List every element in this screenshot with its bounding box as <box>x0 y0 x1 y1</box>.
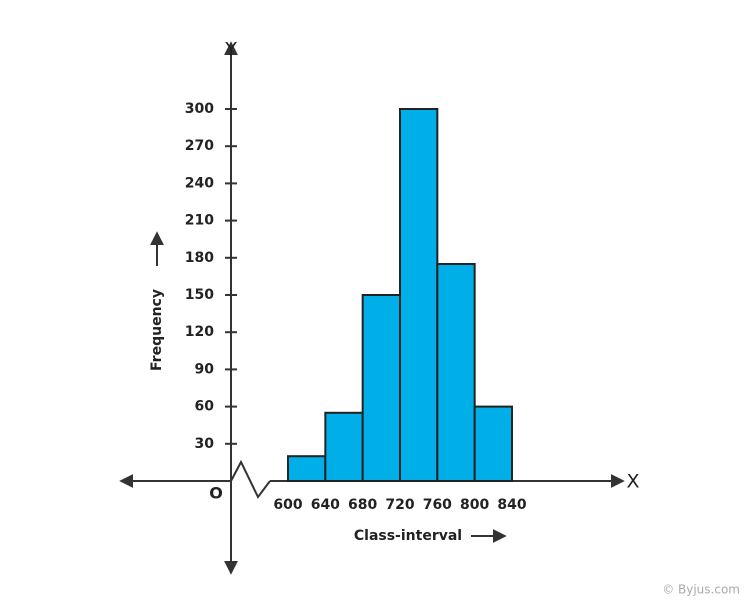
x-tick-label: 840 <box>497 497 526 513</box>
y-tick-label: 120 <box>185 324 214 340</box>
bar <box>287 455 327 483</box>
y-axis-name: Y <box>224 39 237 61</box>
y-tick-label: 30 <box>195 436 215 452</box>
bar <box>399 108 439 482</box>
x-tick-label: 680 <box>348 497 377 513</box>
bar <box>436 263 476 482</box>
axis-break <box>230 459 271 499</box>
y-tick-label: 180 <box>185 250 214 266</box>
y-tick-label: 240 <box>185 175 214 191</box>
y-tick-label: 60 <box>195 399 215 415</box>
y-tick-label: 150 <box>185 287 214 303</box>
bar <box>473 405 513 483</box>
x-tick-label: 800 <box>460 497 489 513</box>
y-tick-label: 300 <box>185 101 214 117</box>
x-axis-label: Class-interval <box>354 528 462 544</box>
watermark: © Byjus.com <box>662 583 740 597</box>
x-tick-label: 760 <box>423 497 452 513</box>
origin-label: O <box>209 484 223 503</box>
y-tick-label: 210 <box>185 213 214 229</box>
x-tick-label: 720 <box>385 497 414 513</box>
x-tick-label: 640 <box>311 497 340 513</box>
x-tick-label: 600 <box>273 497 302 513</box>
x-axis-name: X <box>626 471 639 493</box>
y-axis-label: Frequency <box>149 289 165 371</box>
y-tick-label: 270 <box>185 138 214 154</box>
bar <box>324 411 364 482</box>
y-tick-label: 90 <box>195 361 215 377</box>
bar <box>361 294 401 482</box>
